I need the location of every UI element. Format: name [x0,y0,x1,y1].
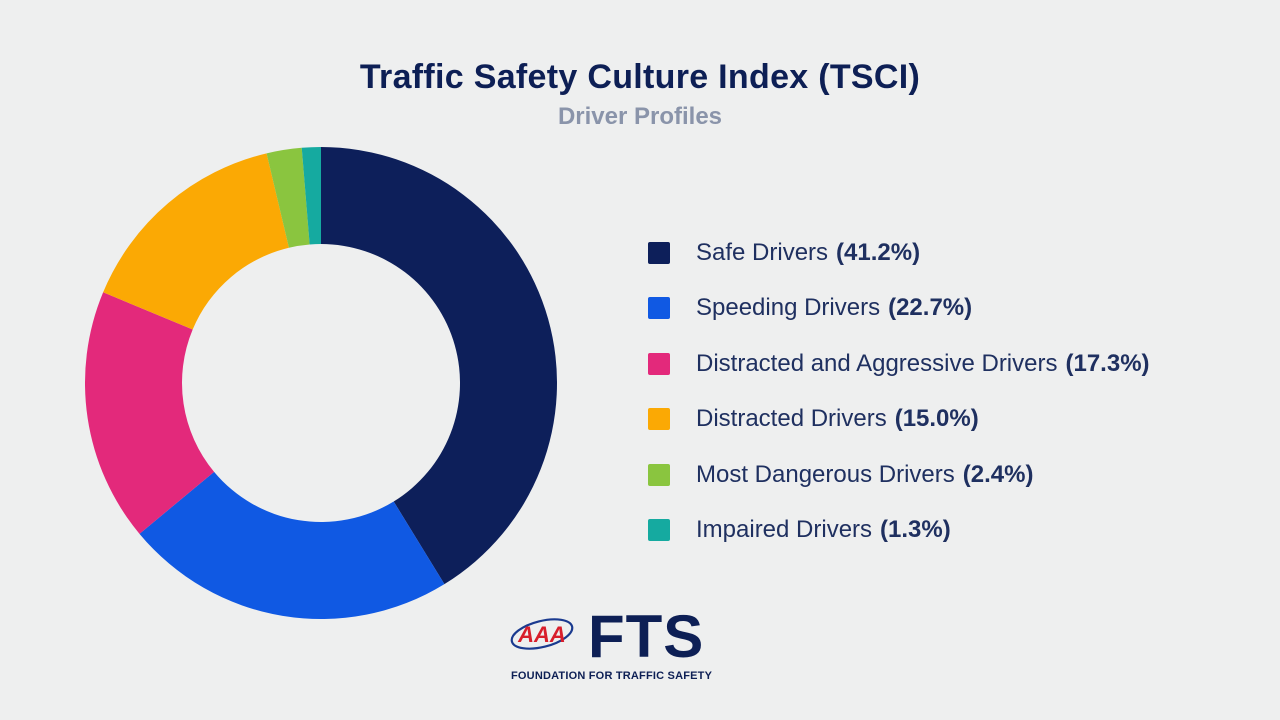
legend-item: Most Dangerous Drivers (2.4%) [648,447,1150,503]
fts-wordmark: FTS [588,603,705,670]
donut-slice-most-dangerous-drivers [266,147,310,248]
donut-slice-distracted-and-aggressive-drivers [85,292,215,534]
legend-item: Distracted and Aggressive Drivers (17.3%) [648,336,1150,392]
legend-percent: (2.4%) [962,460,1034,488]
legend-swatch [648,241,670,264]
legend-item: Speeding Drivers (22.7%) [648,281,1150,337]
donut-slice-impaired-drivers [301,147,321,245]
aaa-logo-icon: AAA [510,618,574,650]
legend-percent: (41.2%) [836,238,921,266]
legend-label: Most Dangerous Drivers (2.4%) [696,461,1033,489]
donut-slice-speeding-drivers [139,471,445,619]
svg-text:AAA: AAA [517,622,566,647]
legend-item: Safe Drivers (41.2%) [648,225,1150,281]
legend-series-name: Safe Drivers [696,238,829,266]
legend-label: Impaired Drivers (1.3%) [696,516,951,544]
legend-label: Safe Drivers (41.2%) [696,239,920,267]
chart-title: Traffic Safety Culture Index (TSCI) [359,58,921,96]
chart-legend: Safe Drivers (41.2%) Speeding Drivers (22.7… [648,225,1150,558]
fts-logo: AAA FTS FOUNDATION FOR TRAFFIC SAFETY [508,603,722,688]
legend-swatch [648,463,670,486]
donut-slice-distracted-drivers [103,153,289,330]
chart-subtitle: Driver Profiles [557,103,723,130]
legend-percent: (1.3%) [880,516,951,544]
fts-tagline: FOUNDATION FOR TRAFFIC SAFETY [511,670,713,682]
legend-label: Speeding Drivers (22.7%) [696,294,972,322]
legend-swatch [648,519,670,542]
legend-percent: (22.7%) [888,294,973,322]
legend-series-name: Distracted and Aggressive Drivers [696,349,1058,377]
legend-series-name: Impaired Drivers [696,516,873,544]
legend-item: Distracted Drivers (15.0%) [648,392,1150,448]
legend-percent: (15.0%) [894,405,979,433]
legend-item: Impaired Drivers (1.3%) [648,503,1150,559]
legend-series-name: Speeding Drivers [696,294,881,322]
legend-series-name: Distracted Drivers [696,405,887,433]
legend-swatch [648,297,670,320]
legend-swatch [648,352,670,375]
legend-percent: (17.3%) [1065,349,1150,377]
legend-label: Distracted Drivers (15.0%) [696,405,979,433]
legend-label: Distracted and Aggressive Drivers (17.3%) [696,350,1150,378]
legend-series-name: Most Dangerous Drivers [696,460,955,488]
donut-slice-safe-drivers [321,147,557,585]
legend-swatch [648,408,670,431]
donut-chart [85,147,557,619]
